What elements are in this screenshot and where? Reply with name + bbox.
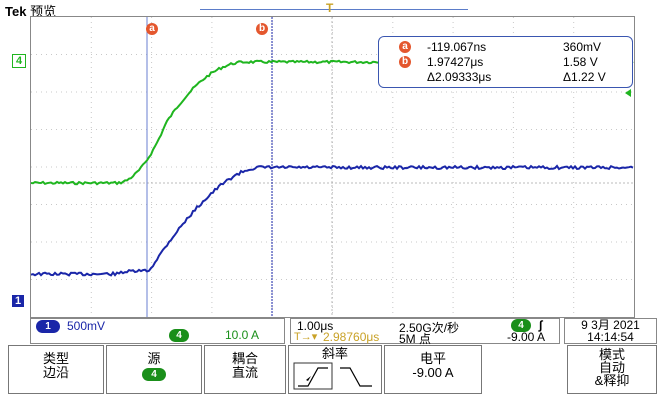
- ch4-ground-marker[interactable]: 4: [12, 54, 26, 68]
- cursor-readout: a -119.067ns 360mV b 1.97427μs 1.58 V Δ2…: [378, 36, 633, 88]
- cursor-a-badge[interactable]: a: [146, 23, 158, 35]
- menu-mode-button[interactable]: 模式 自动 &释抑: [567, 345, 657, 394]
- menu-slope-label: 斜率: [321, 346, 348, 361]
- trigger-pos-icon: T→▾: [294, 331, 318, 343]
- readout-a-badge: a: [399, 41, 411, 53]
- trigger-level: -9.00 A: [507, 330, 546, 344]
- menu-source-button[interactable]: 源 4: [106, 345, 202, 394]
- delta-time: Δ2.09333μs: [427, 70, 492, 84]
- ch4-badge: 4: [169, 329, 189, 342]
- menu-level-button[interactable]: 电平 -9.00 A: [384, 345, 482, 394]
- trigger-source-badge: 4: [511, 319, 531, 332]
- menu-mode-value: 自动: [598, 360, 625, 375]
- slope-options: [293, 362, 372, 390]
- date: 9 3月 2021: [581, 318, 640, 332]
- acquisition-status[interactable]: 1.00μs 2.50G次/秒 T→▾ 2.98760μs 5M 点 4 ∫ -…: [290, 318, 560, 346]
- trigger-slope-icon: ∫: [539, 318, 543, 332]
- date-time: 9 3月 2021 14:14:54: [564, 318, 657, 344]
- menu-source-label: 源: [147, 351, 161, 366]
- menu-type-value: 边沿: [42, 365, 69, 380]
- ch1-badge: 1: [36, 320, 60, 333]
- menu-coupling-button[interactable]: 耦合 直流: [204, 345, 286, 394]
- menu-slope-button[interactable]: 斜率: [288, 345, 382, 394]
- sample-rate: 2.50G次/秒: [399, 321, 460, 335]
- cursor-b-time: 1.97427μs: [427, 55, 484, 69]
- timebase: 1.00μs: [297, 319, 334, 333]
- ch4-scale: 10.0 A: [225, 328, 260, 342]
- falling-edge-icon[interactable]: [340, 367, 372, 387]
- trigger-level-arrow[interactable]: [625, 89, 631, 97]
- brand-label: Tek: [5, 4, 27, 19]
- cursor-b-badge[interactable]: b: [256, 23, 268, 35]
- menu-source-badge: 4: [142, 368, 166, 381]
- channel-status[interactable]: 1 500mV 4 10.0 A: [30, 318, 285, 344]
- cursor-b-value: 1.58 V: [563, 55, 598, 69]
- ch1-waveform: [31, 164, 634, 277]
- mode-label: 预览: [30, 4, 57, 19]
- graticule: [31, 17, 634, 317]
- scope-brand: Tek 预览: [5, 1, 56, 20]
- menu-level-value: -9.00 A: [412, 365, 454, 380]
- rising-arrow-icon: [306, 376, 311, 381]
- cursor-a-time: -119.067ns: [427, 40, 487, 54]
- menu-coupling-label: 耦合: [231, 351, 258, 366]
- menu-level-label: 电平: [419, 351, 446, 366]
- ch1-scale: 500mV: [67, 319, 106, 333]
- readout-b-badge: b: [399, 56, 411, 68]
- menu-type-button[interactable]: 类型 边沿: [8, 345, 104, 394]
- cursor-a-value: 360mV: [563, 40, 602, 54]
- trigger-position-marker[interactable]: T: [326, 1, 334, 15]
- time: 14:14:54: [587, 330, 634, 344]
- ch1-ground-marker[interactable]: 1: [12, 295, 24, 307]
- menu-mode-label: 模式: [598, 347, 625, 362]
- menu-type-label: 类型: [42, 351, 69, 366]
- rising-edge-icon: [298, 367, 328, 387]
- record-length: 5M 点: [399, 332, 432, 346]
- trigger-position: 2.98760μs: [323, 330, 380, 344]
- delta-value: Δ1.22 V: [563, 70, 606, 84]
- menu-coupling-value: 直流: [231, 365, 258, 380]
- menu-holdoff-label: &释抑: [594, 373, 630, 388]
- trigger-position-bar: [200, 9, 468, 10]
